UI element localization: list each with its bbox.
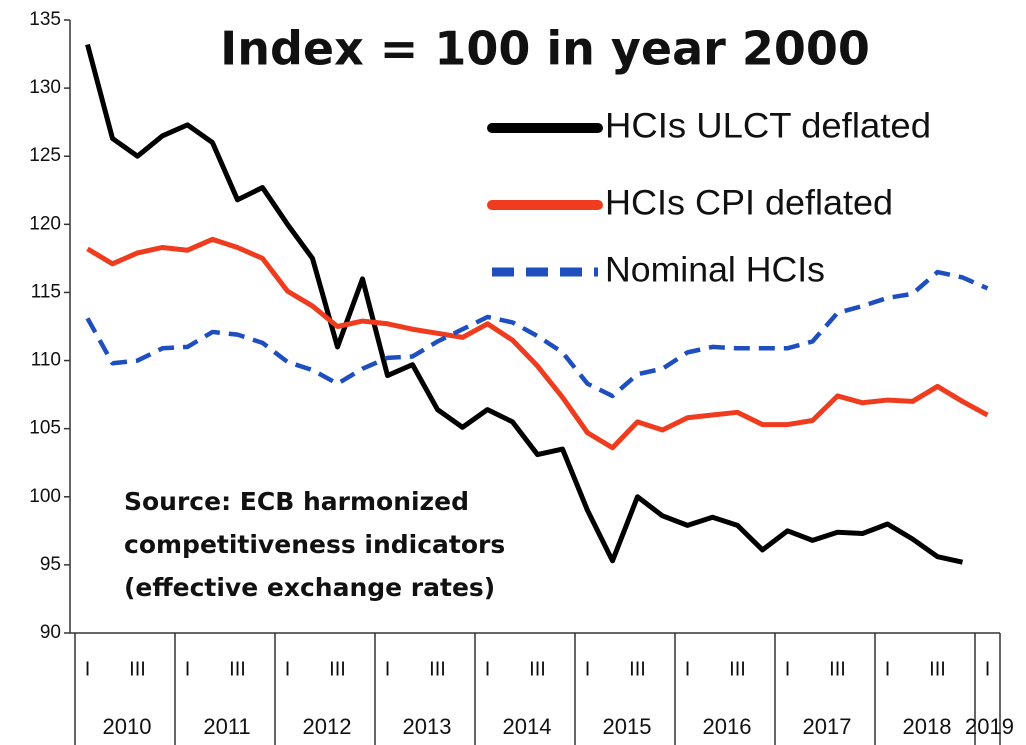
y-tick-label: 110 — [31, 350, 61, 371]
x-tick-label: III — [329, 658, 346, 680]
x-tick-label: I — [285, 658, 291, 680]
legend-label: Nominal HCIs — [605, 250, 825, 289]
y-tick-label: 135 — [29, 9, 61, 30]
legend-label: HCIs CPI deflated — [605, 183, 893, 222]
x-tick-label: I — [885, 658, 891, 680]
x-tick-label: III — [629, 658, 646, 680]
year-label: 2013 — [403, 714, 452, 739]
year-label: 2019 — [965, 714, 1014, 739]
x-tick-label: I — [585, 658, 591, 680]
year-label: 2015 — [603, 714, 652, 739]
y-tick-label: 115 — [31, 281, 61, 302]
series-line — [85, 43, 964, 565]
year-label: 2014 — [503, 714, 552, 739]
chart-title: Index = 100 in year 2000 — [220, 22, 870, 76]
year-label: 2012 — [303, 714, 352, 739]
x-tick-label: III — [229, 658, 246, 680]
x-tick-label: III — [129, 658, 146, 680]
x-tick-label: I — [485, 658, 491, 680]
y-tick-label: 130 — [29, 77, 61, 98]
x-tick-label: I — [985, 658, 991, 680]
x-tick-label: III — [829, 658, 846, 680]
source-note: (effective exchange rates) — [124, 573, 495, 602]
x-tick-label: I — [785, 658, 791, 680]
y-tick-label: 90 — [40, 622, 61, 643]
y-tick-label: 95 — [40, 554, 61, 575]
year-label: 2017 — [803, 714, 852, 739]
year-label: 2018 — [903, 714, 952, 739]
year-label: 2016 — [703, 714, 752, 739]
x-tick-label: I — [685, 658, 691, 680]
legend-label: HCIs ULCT deflated — [605, 106, 931, 145]
x-tick-label: III — [529, 658, 546, 680]
y-tick-label: 125 — [29, 145, 61, 166]
series-line — [85, 269, 989, 399]
x-tick-label: I — [385, 658, 391, 680]
year-label: 2011 — [203, 714, 250, 739]
y-tick-label: 100 — [29, 486, 61, 507]
series-line — [86, 236, 989, 451]
y-tick-label: 105 — [29, 418, 61, 439]
year-label: 2010 — [103, 714, 152, 739]
x-tick-label: III — [429, 658, 446, 680]
source-note: Source: ECB harmonized — [124, 487, 469, 516]
y-tick-label: 120 — [29, 213, 61, 234]
x-tick-label: III — [729, 658, 746, 680]
source-note: competitiveness indicators — [124, 530, 505, 559]
x-tick-label: I — [85, 658, 91, 680]
x-tick-label: I — [185, 658, 191, 680]
x-tick-label: III — [929, 658, 946, 680]
